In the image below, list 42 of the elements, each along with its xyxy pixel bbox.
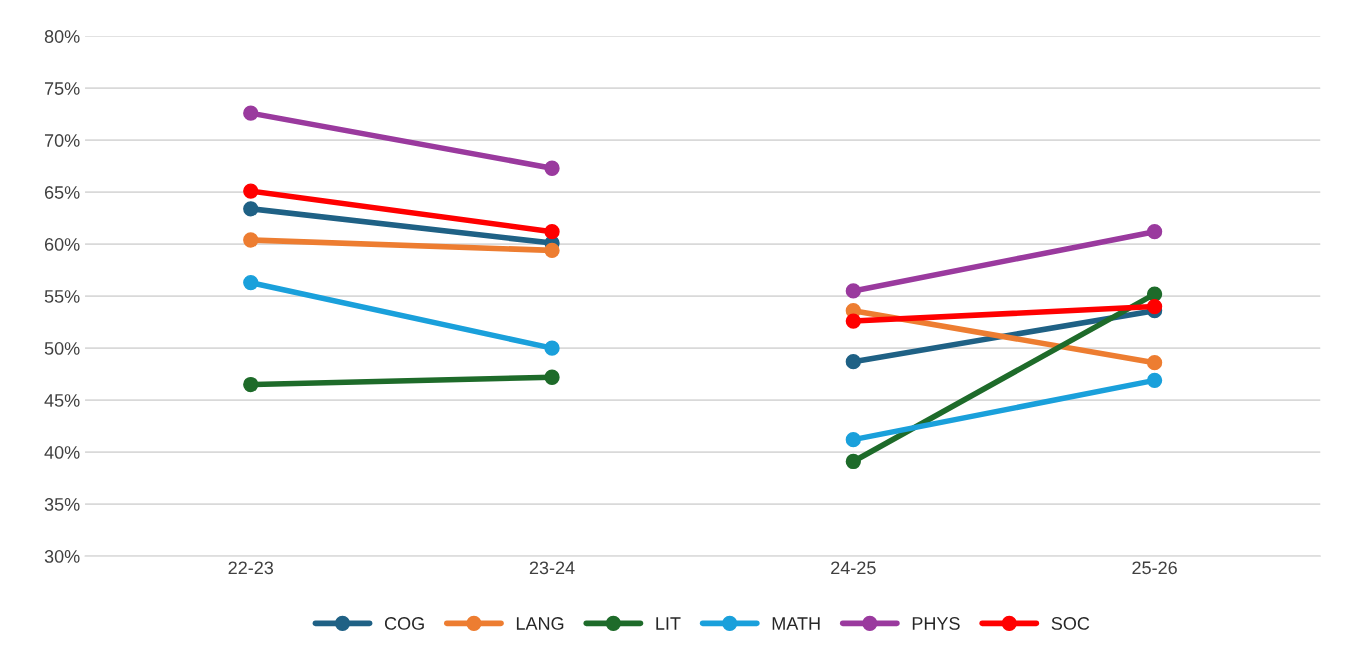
point [845, 313, 861, 329]
legend-label: PHYS [912, 617, 960, 630]
y-tick-label: 60% [44, 238, 80, 251]
point [243, 274, 259, 291]
x-tick-label: 23-24 [529, 561, 575, 575]
point [243, 183, 259, 199]
point [1146, 372, 1163, 389]
x-tick-label: 24-25 [831, 561, 876, 575]
x-tick-label: 22-23 [228, 561, 274, 575]
point [243, 232, 259, 248]
y-tick-label: 40% [44, 446, 80, 459]
y-tick-label: 65% [44, 186, 80, 199]
y-tick-label: 80% [44, 30, 80, 43]
point [544, 224, 560, 240]
point [243, 376, 259, 393]
y-tick-label: 70% [44, 134, 80, 147]
point [845, 431, 861, 448]
point [544, 340, 560, 356]
y-tick-label: 75% [44, 82, 80, 95]
point [845, 354, 861, 370]
point [243, 201, 259, 217]
legend-label: LANG [516, 617, 564, 630]
point [544, 369, 560, 385]
legend-label: COG [384, 617, 424, 630]
y-tick-label: 30% [44, 550, 80, 563]
x-tick-label: 25-26 [1132, 561, 1177, 575]
y-tick-label: 55% [44, 290, 80, 303]
y-tick-label: 35% [44, 498, 80, 511]
point [845, 283, 861, 299]
legend-label: MATH [772, 617, 820, 630]
point [243, 105, 259, 121]
point [845, 453, 861, 470]
point [1146, 355, 1163, 371]
legend-label: LIT [656, 617, 681, 630]
y-tick-label: 45% [44, 394, 80, 407]
point [544, 160, 560, 176]
point [544, 242, 560, 259]
point [1146, 224, 1163, 240]
legend-label: SOC [1051, 617, 1090, 630]
y-tick-label: 50% [44, 342, 80, 355]
point [1146, 286, 1163, 302]
point [1146, 298, 1163, 315]
